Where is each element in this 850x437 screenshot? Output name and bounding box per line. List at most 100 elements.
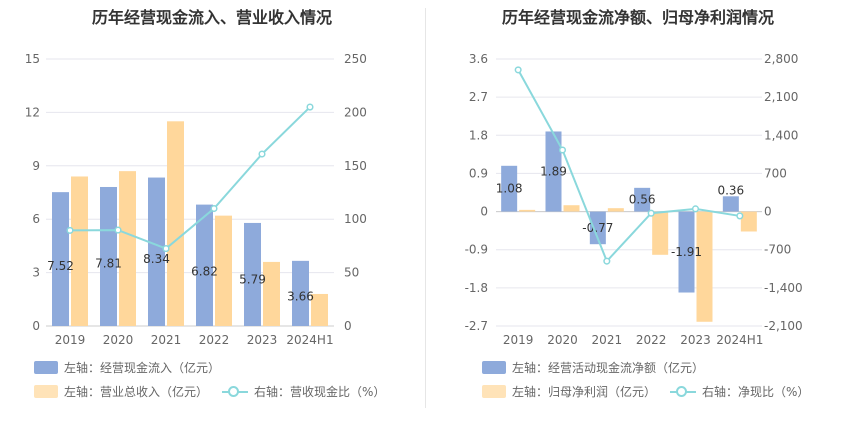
left-tick-label: 0: [480, 205, 488, 219]
x-tick-label: 2023: [680, 333, 711, 347]
bar-series-b: [740, 211, 757, 232]
bar-series-a: [52, 192, 69, 326]
x-tick-label: 2021: [151, 333, 182, 347]
bar-value-label: 1.08: [496, 182, 523, 196]
bar-value-label: 7.81: [95, 256, 122, 270]
x-tick-label: 2024H1: [716, 333, 763, 347]
left-tick-label: 6: [32, 212, 40, 226]
chart-plot-area: -2.7 -2,100 -1.8 -1,400 -0.9 -700 0 0 0.9 700 1.8 1…: [465, 52, 803, 347]
panel-divider: [425, 8, 426, 408]
legend-row-2: 左轴：归母净利润（亿元） 右轴：净现比（%）: [482, 383, 823, 400]
legend-item-net-cash[interactable]: 左轴：经营活动现金流净额（亿元）: [482, 359, 704, 376]
right-tick-label: 0: [764, 205, 772, 219]
bar-value-label: 0.36: [717, 183, 744, 197]
line-point: [647, 209, 655, 217]
bar-series-b: [696, 211, 713, 322]
bar-series-b: [563, 205, 580, 212]
left-tick-label: -2.7: [465, 319, 488, 333]
right-tick-label: 100: [344, 212, 367, 226]
right-tick-label: 50: [344, 266, 359, 280]
bar-value-label: 5.79: [239, 273, 266, 287]
chart-title: 历年经营现金流净额、归母净利润情况: [501, 8, 774, 27]
legend-row-2: 左轴：营业总收入（亿元） 右轴：营收现金比（%）: [34, 383, 399, 400]
bar-series-b: [215, 215, 232, 326]
bar-series-a: [501, 165, 518, 212]
bar-series-b: [311, 293, 328, 326]
x-tick-label: 2019: [55, 333, 86, 347]
legend-item-net-ratio[interactable]: 右轴：净现比（%）: [670, 383, 809, 400]
legend-swatch-blue: [482, 361, 506, 374]
left-tick-label: 3: [32, 266, 40, 280]
right-tick-label: 2,800: [764, 52, 798, 66]
bar-series-a: [589, 211, 606, 245]
right-tick-label: 250: [344, 52, 367, 66]
line-point: [210, 204, 218, 213]
legend-row-1: 左轴：经营活动现金流净额（亿元）: [482, 359, 718, 376]
bar-value-label: 6.82: [191, 264, 218, 278]
left-tick-label: 15: [25, 52, 40, 66]
bar-series-b: [119, 171, 136, 326]
bar-series-a: [545, 131, 562, 212]
bar-series-a: [722, 196, 739, 212]
chart-plot-area: 0 0 3 50 6 100 9 150 12 200 15 250 2019 2020 2021 2022 2…: [25, 52, 367, 347]
chart-title: 历年经营现金流入、营业收入情况: [91, 8, 332, 27]
chart-panel-cash-inflow: 历年经营现金流入、营业收入情况 0 0 3 50 6 100 9 150 12 200 15 250 2…: [0, 0, 424, 437]
chart-panel-net-cash: 历年经营现金流净额、归母净利润情况 -2.7 -2,100 -1.8 -1,400 -0…: [426, 0, 850, 437]
line-point: [162, 245, 170, 253]
legend-item-inflow[interactable]: 左轴：经营现金流入（亿元）: [34, 359, 220, 376]
bar-series-b: [652, 211, 669, 255]
legend-label: 右轴：营收现金比（%）: [254, 385, 386, 399]
legend-swatch-line: [670, 385, 697, 398]
legend-label: 右轴：净现比（%）: [702, 385, 810, 399]
bar-value-label: 8.34: [143, 252, 170, 266]
legend-row-1: 左轴：经营现金流入（亿元）: [34, 359, 234, 376]
x-tick-label: 2020: [103, 333, 134, 347]
bar-value-label: 7.52: [47, 259, 74, 273]
legend-swatch-orange: [34, 385, 58, 398]
bar-series-a: [196, 204, 213, 326]
legend-label: 左轴：经营现金流入（亿元）: [64, 361, 221, 375]
x-tick-label: 2019: [503, 333, 534, 347]
legend-swatch-line: [222, 385, 249, 398]
bar-series-b: [263, 261, 280, 326]
x-tick-label: 2021: [592, 333, 623, 347]
left-tick-label: 9: [32, 159, 40, 173]
left-tick-label: -1.8: [465, 281, 488, 295]
line-point: [258, 150, 266, 158]
left-tick-label: 12: [25, 105, 40, 119]
right-tick-label: 150: [344, 159, 367, 173]
left-tick-label: 3.6: [469, 52, 488, 66]
legend-item-net-profit[interactable]: 左轴：归母净利润（亿元）: [482, 383, 656, 400]
x-tick-label: 2022: [636, 333, 667, 347]
bar-series-b: [607, 208, 624, 212]
x-tick-label: 2023: [247, 333, 278, 347]
left-tick-label: 0.9: [469, 166, 488, 180]
bar-series-b: [519, 209, 536, 212]
right-tick-label: -2,100: [764, 319, 803, 333]
legend-label: 左轴：营业总收入（亿元）: [64, 385, 209, 399]
x-tick-label: 2020: [547, 333, 578, 347]
line-point: [603, 257, 611, 265]
right-tick-label: 200: [344, 105, 367, 119]
line-series: [69, 106, 311, 250]
line-point: [514, 66, 522, 74]
right-tick-label: 0: [344, 319, 352, 333]
bar-series-b: [167, 121, 184, 326]
left-tick-label: 1.8: [469, 128, 488, 142]
line-point: [691, 205, 700, 213]
legend-item-ratio[interactable]: 右轴：营收现金比（%）: [222, 383, 385, 400]
left-tick-label: -0.9: [465, 243, 488, 257]
legend-swatch-blue: [34, 361, 58, 374]
bar-series-a: [148, 177, 165, 326]
bar-series-a: [244, 222, 261, 326]
right-tick-label: -1,400: [764, 281, 803, 295]
legend-item-revenue[interactable]: 左轴：营业总收入（亿元）: [34, 383, 208, 400]
line-point: [558, 146, 567, 154]
bar-series-b: [71, 176, 88, 326]
right-tick-label: 1,400: [764, 128, 798, 142]
right-tick-label: -700: [764, 243, 791, 257]
bar-value-label: 1.89: [540, 165, 567, 179]
line-point: [66, 226, 74, 234]
right-tick-label: 2,100: [764, 90, 798, 104]
bar-value-label: -0.77: [582, 221, 613, 235]
